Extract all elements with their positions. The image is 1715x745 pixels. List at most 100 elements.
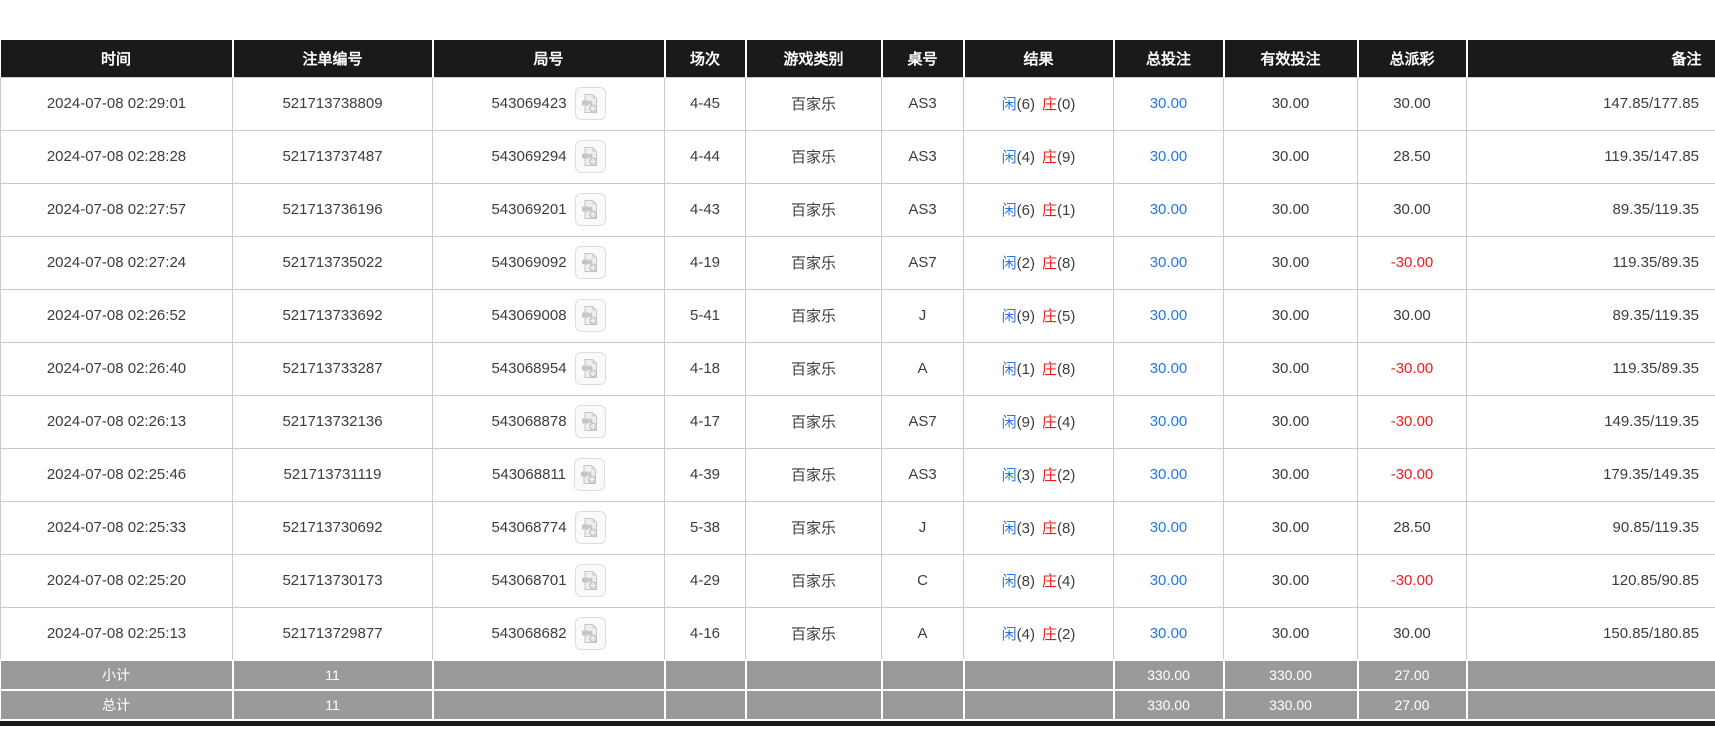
result-banker-label: 庄 bbox=[1042, 308, 1058, 325]
result-player-label: 闲 bbox=[1001, 467, 1017, 484]
result-banker-value: (8) bbox=[1057, 255, 1076, 272]
total-bet-link[interactable]: 30.00 bbox=[1149, 95, 1188, 112]
result-player-label: 闲 bbox=[1001, 361, 1017, 378]
remark-cell: 120.85/90.85 bbox=[1466, 553, 1715, 608]
video-replay-button[interactable] bbox=[574, 405, 606, 438]
remark-cell: 150.85/180.85 bbox=[1466, 606, 1715, 661]
round-number-group: 543068878 bbox=[491, 405, 606, 438]
video-replay-button[interactable] bbox=[574, 140, 606, 173]
game-cell: 百家乐 bbox=[745, 606, 882, 661]
video-replay-button[interactable] bbox=[574, 87, 606, 120]
result-player-value: (8) bbox=[1016, 573, 1035, 590]
total-bet-link[interactable]: 30.00 bbox=[1149, 466, 1188, 483]
order_no-cell: 521713733692 bbox=[232, 288, 433, 343]
round-number: 543069092 bbox=[491, 254, 567, 271]
table-header: 时间 注单编号 局号 场次 游戏类别 桌号 结果 总投注 有效投注 总派彩 备注 bbox=[0, 40, 1715, 77]
round-number-group: 543068954 bbox=[491, 352, 606, 385]
table-row: 2024-07-08 02:28:28 521713737487 543069294… bbox=[0, 129, 1715, 184]
result-banker-value: (5) bbox=[1057, 308, 1076, 325]
valid_bet-cell: 30.00 bbox=[1223, 341, 1358, 396]
video-replay-button[interactable] bbox=[574, 193, 606, 226]
video-replay-button[interactable] bbox=[574, 299, 606, 332]
total-bet-link[interactable]: 30.00 bbox=[1149, 360, 1188, 377]
result-banker-value: (4) bbox=[1057, 414, 1076, 431]
valid_bet-cell: 30.00 bbox=[1223, 447, 1358, 502]
result-player-label: 闲 bbox=[1001, 414, 1017, 431]
result-banker-value: (0) bbox=[1057, 96, 1076, 113]
session-cell: 4-45 bbox=[664, 76, 746, 131]
payout-cell: 30.00 bbox=[1357, 288, 1467, 343]
session-cell: 4-18 bbox=[664, 341, 746, 396]
round-number: 543069294 bbox=[491, 148, 567, 165]
video-replay-icon bbox=[581, 306, 597, 325]
payout-cell: 28.50 bbox=[1357, 129, 1467, 184]
result-player-label: 闲 bbox=[1001, 96, 1017, 113]
result-banker-label: 庄 bbox=[1042, 96, 1058, 113]
result-cell: 闲(6) 庄(0) bbox=[963, 76, 1114, 131]
table_no-cell: AS7 bbox=[881, 235, 964, 290]
bet-records-table: 时间 注单编号 局号 场次 游戏类别 桌号 结果 总投注 有效投注 总派彩 备注 2024-07-0… bbox=[0, 40, 1715, 721]
total_bet-cell: 30.00 bbox=[1113, 394, 1224, 449]
total_bet-cell: 30.00 bbox=[1113, 76, 1224, 131]
order_no-cell: 521713738809 bbox=[232, 76, 433, 131]
time-cell: 2024-07-08 02:27:24 bbox=[0, 235, 233, 290]
time-cell: 2024-07-08 02:26:13 bbox=[0, 394, 233, 449]
video-replay-icon bbox=[581, 412, 597, 431]
result-player-label: 闲 bbox=[1001, 308, 1017, 325]
video-replay-button[interactable] bbox=[574, 616, 606, 650]
time-cell: 2024-07-08 02:25:33 bbox=[0, 500, 233, 555]
order_no-cell: 521713731119 bbox=[232, 447, 433, 502]
subtotal-row-payout-cell: 27.00 bbox=[1356, 659, 1468, 691]
total-bet-link[interactable]: 30.00 bbox=[1149, 519, 1188, 536]
payout-cell: 28.50 bbox=[1357, 500, 1467, 555]
game-cell: 百家乐 bbox=[745, 129, 882, 184]
video-replay-icon bbox=[581, 518, 597, 537]
total-bet-link[interactable]: 30.00 bbox=[1149, 254, 1188, 271]
table_no-cell: AS3 bbox=[881, 76, 964, 131]
table-row: 2024-07-08 02:25:20 521713730173 543068701… bbox=[0, 553, 1715, 608]
video-replay-button[interactable] bbox=[574, 511, 606, 544]
remark-cell: 119.35/147.85 bbox=[1466, 129, 1715, 184]
total-row-valid_bet-cell: 330.00 bbox=[1222, 689, 1359, 721]
round-number: 543069008 bbox=[491, 307, 567, 324]
video-replay-button[interactable] bbox=[573, 458, 605, 491]
game-cell: 百家乐 bbox=[745, 76, 882, 131]
round-number-group: 543068811 bbox=[492, 458, 605, 491]
total_bet-cell: 30.00 bbox=[1113, 500, 1224, 555]
column-header-table_no: 桌号 bbox=[880, 40, 965, 77]
round-number: 543068701 bbox=[491, 572, 567, 589]
table-row: 2024-07-08 02:25:46 521713731119 543068811… bbox=[0, 447, 1715, 502]
table_no-cell: AS3 bbox=[881, 182, 964, 237]
total-row-order_no-cell: 11 bbox=[231, 689, 434, 721]
payout-cell: 30.00 bbox=[1357, 182, 1467, 237]
video-replay-button[interactable] bbox=[574, 246, 606, 279]
total-bet-link[interactable]: 30.00 bbox=[1149, 201, 1188, 218]
payout-cell: -30.00 bbox=[1357, 553, 1467, 608]
result-cell: 闲(6) 庄(1) bbox=[963, 182, 1114, 237]
round-number-group: 543069423 bbox=[491, 87, 606, 120]
table-body: 2024-07-08 02:29:01 521713738809 543069423… bbox=[0, 76, 1715, 661]
total_bet-cell: 30.00 bbox=[1113, 129, 1224, 184]
order_no-cell: 521713732136 bbox=[232, 394, 433, 449]
result-player-label: 闲 bbox=[1001, 625, 1017, 643]
result-cell: 闲(3) 庄(2) bbox=[963, 447, 1114, 502]
round_no-cell: 543068701 bbox=[432, 553, 665, 608]
result-cell: 闲(4) 庄(2) bbox=[963, 606, 1114, 661]
total-bet-link[interactable]: 30.00 bbox=[1149, 624, 1188, 642]
result-player-label: 闲 bbox=[1001, 573, 1017, 590]
total-bet-link[interactable]: 30.00 bbox=[1149, 148, 1188, 165]
video-replay-button[interactable] bbox=[574, 352, 606, 385]
total-bet-link[interactable]: 30.00 bbox=[1149, 413, 1188, 430]
total-row-session-cell bbox=[663, 689, 747, 721]
total-bet-link[interactable]: 30.00 bbox=[1149, 572, 1188, 589]
video-replay-icon bbox=[581, 571, 597, 590]
game-cell: 百家乐 bbox=[745, 394, 882, 449]
video-replay-button[interactable] bbox=[574, 564, 606, 597]
result-player-label: 闲 bbox=[1001, 255, 1017, 272]
total-bet-link[interactable]: 30.00 bbox=[1149, 307, 1188, 324]
result-player-value: (6) bbox=[1016, 202, 1035, 219]
result-player-value: (6) bbox=[1016, 96, 1035, 113]
column-header-result: 结果 bbox=[962, 40, 1115, 77]
subtotal-row-session-cell bbox=[663, 659, 747, 691]
time-cell: 2024-07-08 02:26:40 bbox=[0, 341, 233, 396]
